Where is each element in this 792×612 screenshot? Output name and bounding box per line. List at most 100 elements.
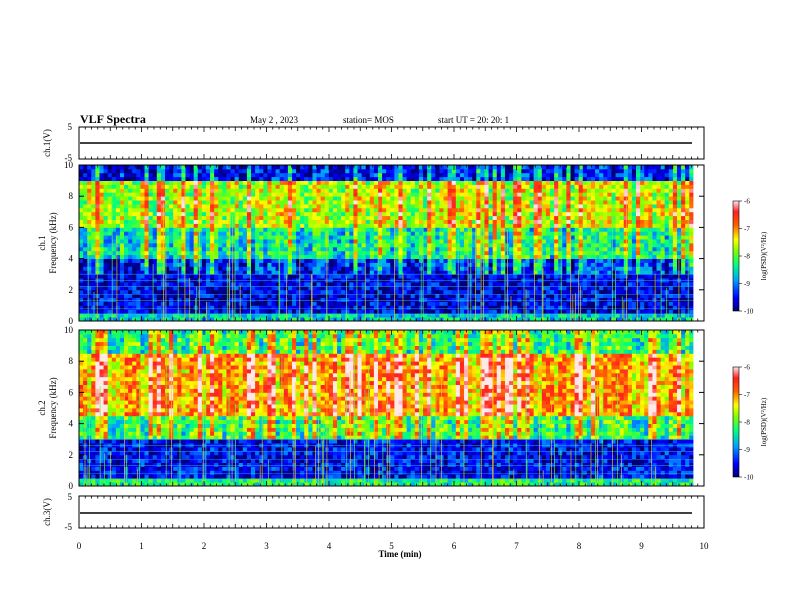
spectrogram-cell [406, 309, 412, 314]
spectrogram-cell [251, 250, 256, 256]
spectrogram-cell [525, 215, 530, 220]
spectrogram-cell [390, 223, 395, 228]
spectrogram-cell [267, 227, 272, 232]
spectrogram-cell [320, 262, 326, 267]
spectrogram-cell [218, 192, 223, 197]
spectrogram-cell [517, 266, 522, 271]
spectrogram-cell [201, 168, 207, 174]
spectrogram-cell [234, 180, 240, 185]
spectrogram-cell [210, 305, 215, 310]
spectrogram-cell [234, 219, 240, 224]
spectrogram-cell [140, 274, 145, 279]
spectrogram-cell [554, 196, 559, 201]
spectrogram-cell [361, 297, 367, 302]
spectrogram-cell [226, 211, 231, 217]
spectrogram-cell [312, 301, 317, 306]
spectrogram-cell [79, 254, 84, 259]
spectrogram-cell [177, 192, 182, 197]
spectrogram-cell [140, 172, 145, 178]
spectrogram-cell [537, 317, 543, 322]
spectrogram-cell [173, 168, 178, 174]
spectrogram-cell [509, 231, 514, 236]
spectrogram-cell [378, 219, 383, 224]
spectrogram-cell [525, 250, 530, 256]
spectrogram-cell [140, 246, 145, 252]
spectrogram-cell [300, 309, 305, 314]
spectrogram-cell [513, 289, 518, 295]
spectrogram-cell [513, 204, 518, 209]
spectrogram-cell [91, 246, 96, 252]
spectrogram-cell [275, 305, 281, 310]
spectrogram-cell [177, 196, 182, 201]
spectrogram-cell [144, 266, 150, 271]
spectrogram-cell [488, 168, 494, 174]
spectrogram-cell [504, 219, 510, 224]
spectrogram-cell [197, 172, 203, 178]
spectrogram-cell [357, 227, 363, 232]
spectrogram-cell [525, 297, 530, 302]
spectrogram-cell [345, 200, 350, 205]
spectrogram-cell [386, 176, 391, 181]
spectrogram-cell [533, 293, 539, 298]
spectrogram-cell [525, 254, 530, 259]
spectrogram-cell [513, 246, 518, 252]
spectrogram-cell [242, 282, 248, 287]
spectrogram-cell [173, 180, 178, 185]
spectrogram-cell [312, 168, 317, 174]
spectrogram-cell [459, 188, 465, 193]
spectrogram-cell [545, 254, 551, 259]
spectrogram-cell [263, 262, 268, 267]
spectrogram-cell [291, 200, 297, 205]
spectrogram-cell [181, 258, 186, 263]
spectrogram-cell [87, 305, 92, 310]
spectrogram-cell [173, 282, 178, 287]
spectrogram-cell [517, 211, 522, 217]
spectrogram-cell [222, 301, 227, 306]
spectrogram-cell [291, 165, 297, 170]
spectrogram-cell [550, 285, 555, 291]
spectrogram-cell [513, 243, 518, 248]
spectrogram-cell [414, 266, 420, 271]
spectrogram-cell [271, 246, 276, 252]
spectrogram-cell [296, 246, 301, 252]
spectrogram-cell [79, 301, 84, 306]
spectrogram-cell [148, 168, 154, 174]
spectrogram-cell [517, 243, 522, 248]
spectrogram-cell [492, 301, 498, 306]
spectrogram-cell [210, 258, 215, 263]
spectrogram-cell [398, 176, 403, 181]
spectrogram-cell [91, 297, 96, 302]
spectrogram-cell [386, 192, 391, 197]
spectrogram-cell [488, 239, 494, 244]
spectrogram-cell [476, 188, 481, 193]
spectrogram-cell [447, 168, 453, 174]
spectrogram-cell [296, 227, 301, 232]
spectrogram-cell [447, 289, 453, 295]
spectrogram-cell [115, 231, 121, 236]
spectrogram-cell [316, 231, 322, 236]
spectrogram-cell [152, 235, 158, 240]
spectrogram-cell [87, 172, 92, 178]
spectrogram-cell [132, 250, 137, 256]
spectrogram-cell [345, 172, 350, 178]
spectrogram-cell [287, 317, 293, 322]
spectrogram-cell [459, 176, 465, 181]
spectrogram-cell [238, 309, 244, 314]
spectrogram-cell [414, 168, 420, 174]
spectrogram-cell [554, 176, 559, 181]
spectrogram-cell [369, 219, 375, 224]
spectrogram-cell [296, 250, 301, 256]
spectrogram-cell [91, 223, 96, 228]
spectrogram-cell [517, 258, 522, 263]
spectrogram-cell [79, 223, 84, 228]
spectrogram-cell [390, 301, 395, 306]
spectrogram-cell [529, 239, 535, 244]
spectrogram-cell [283, 243, 289, 248]
spectrogram-cell [111, 211, 117, 217]
spectrogram-cell [476, 211, 481, 217]
spectrogram-cell [472, 254, 477, 259]
spectrogram-cell [418, 165, 424, 170]
spectrogram-cell [255, 293, 260, 298]
spectrogram-cell [91, 188, 96, 193]
spectrogram-cell [304, 274, 309, 279]
